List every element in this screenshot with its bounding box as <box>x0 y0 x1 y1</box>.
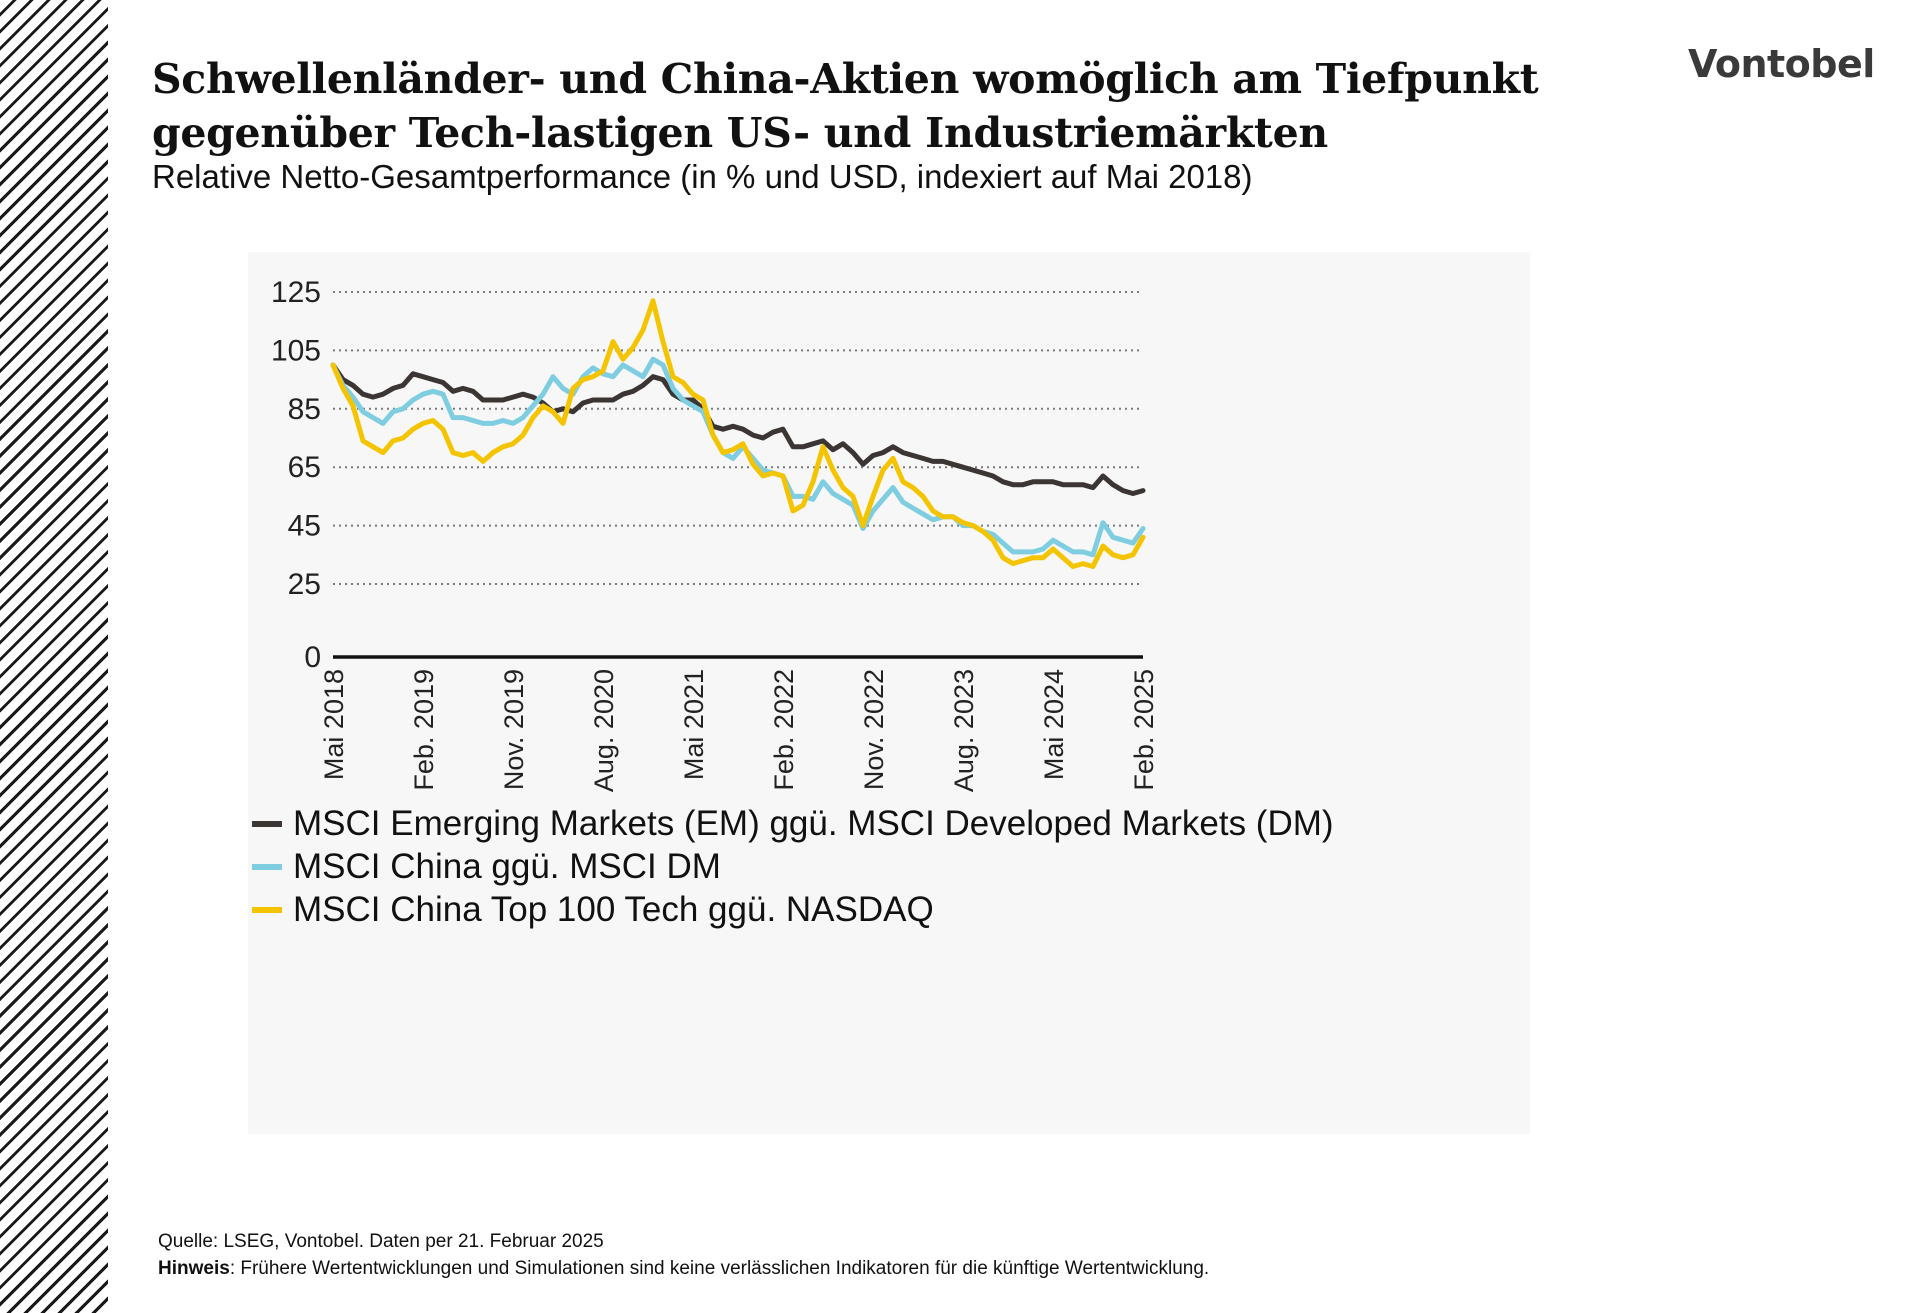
y-tick-label: 125 <box>271 276 321 309</box>
x-tick-label: Mai 2024 <box>1039 669 1069 780</box>
footer: Quelle: LSEG, Vontobel. Daten per 21. Fe… <box>158 1228 1209 1282</box>
legend-label: MSCI China ggü. MSCI DM <box>293 847 721 886</box>
disclaimer-text: : Frühere Wertentwicklungen und Simulati… <box>229 1258 1210 1279</box>
y-tick-label: 25 <box>288 568 321 601</box>
y-tick-label: 105 <box>271 334 321 367</box>
legend-label: MSCI China Top 100 Tech ggü. NASDAQ <box>293 890 934 929</box>
disclaimer-label: Hinweis <box>158 1258 230 1279</box>
line-chart: 0 25 45 65 85 105 125 Mai 2018 Feb. 2019 Nov. 201… <box>252 276 1334 929</box>
y-tick-label: 65 <box>288 451 321 484</box>
page-title: Schwellenländer- und China-Aktien womögl… <box>152 52 1652 160</box>
series-line <box>330 362 1146 496</box>
chart-panel: 0 25 45 65 85 105 125 Mai 2018 Feb. 2019 Nov. 201… <box>248 252 1530 1134</box>
y-tick-label: 0 <box>304 641 321 674</box>
vontobel-logo: Vontobel <box>1688 42 1875 86</box>
legend-layer: MSCI Emerging Markets (EM) ggü. MSCI Dev… <box>252 804 1334 929</box>
hatched-side-band <box>0 0 108 1313</box>
x-tick-label: Nov. 2022 <box>859 669 889 790</box>
title-line-2: gegenüber Tech-lastigen US- und Industri… <box>152 109 1328 157</box>
legend-item: MSCI China Top 100 Tech ggü. NASDAQ <box>252 890 934 929</box>
page-subtitle: Relative Netto-Gesamtperformance (in % u… <box>152 158 1253 195</box>
y-tick-label: 45 <box>288 510 321 543</box>
axis-layer: 0 25 45 65 85 105 125 Mai 2018 Feb. 2019 Nov. 201… <box>271 276 1159 792</box>
x-tick-label: Mai 2018 <box>319 669 349 780</box>
legend-item: MSCI Emerging Markets (EM) ggü. MSCI Dev… <box>252 804 1334 843</box>
disclaimer: Hinweis: Frühere Wertentwicklungen und S… <box>158 1255 1209 1282</box>
x-tick-label: Mai 2021 <box>679 669 709 780</box>
x-tick-label: Feb. 2022 <box>769 669 799 791</box>
legend-label: MSCI Emerging Markets (EM) ggü. MSCI Dev… <box>293 804 1334 843</box>
y-tick-label: 85 <box>288 393 321 426</box>
grid-layer <box>333 291 1143 585</box>
title-line-1: Schwellenländer- und China-Aktien womögl… <box>152 55 1539 103</box>
series-line <box>330 298 1146 569</box>
legend-item: MSCI China ggü. MSCI DM <box>252 847 721 886</box>
x-tick-label: Aug. 2020 <box>589 669 619 792</box>
x-tick-label: Feb. 2025 <box>1129 669 1159 791</box>
source-note: Quelle: LSEG, Vontobel. Daten per 21. Fe… <box>158 1231 604 1252</box>
x-tick-label: Feb. 2019 <box>409 669 439 791</box>
x-tick-label: Aug. 2023 <box>949 669 979 792</box>
series-layer <box>330 298 1146 569</box>
x-tick-label: Nov. 2019 <box>499 669 529 790</box>
series-line <box>330 356 1146 558</box>
